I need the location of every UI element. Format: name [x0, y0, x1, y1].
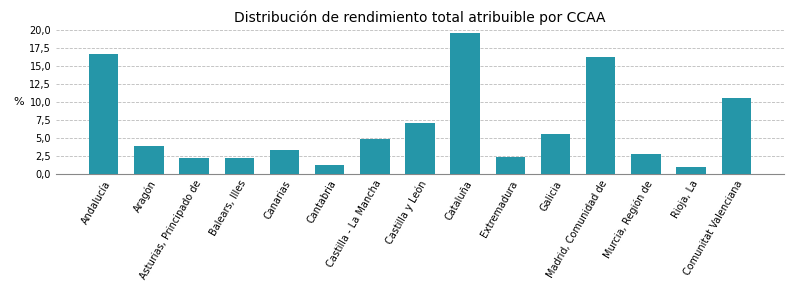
Title: Distribución de rendimiento total atribuible por CCAA: Distribución de rendimiento total atribu… — [234, 10, 606, 25]
Y-axis label: %: % — [13, 97, 23, 107]
Bar — [89, 54, 118, 174]
Bar — [541, 134, 570, 174]
Bar — [496, 157, 525, 174]
Bar — [225, 158, 254, 174]
Bar — [360, 139, 390, 174]
Bar — [676, 167, 706, 174]
Bar — [179, 158, 209, 174]
Bar — [315, 165, 344, 174]
Bar — [586, 57, 615, 174]
Bar — [631, 154, 661, 174]
Bar — [406, 123, 434, 174]
Bar — [450, 33, 480, 174]
Bar — [722, 98, 751, 174]
Bar — [270, 149, 299, 174]
Bar — [134, 146, 164, 174]
